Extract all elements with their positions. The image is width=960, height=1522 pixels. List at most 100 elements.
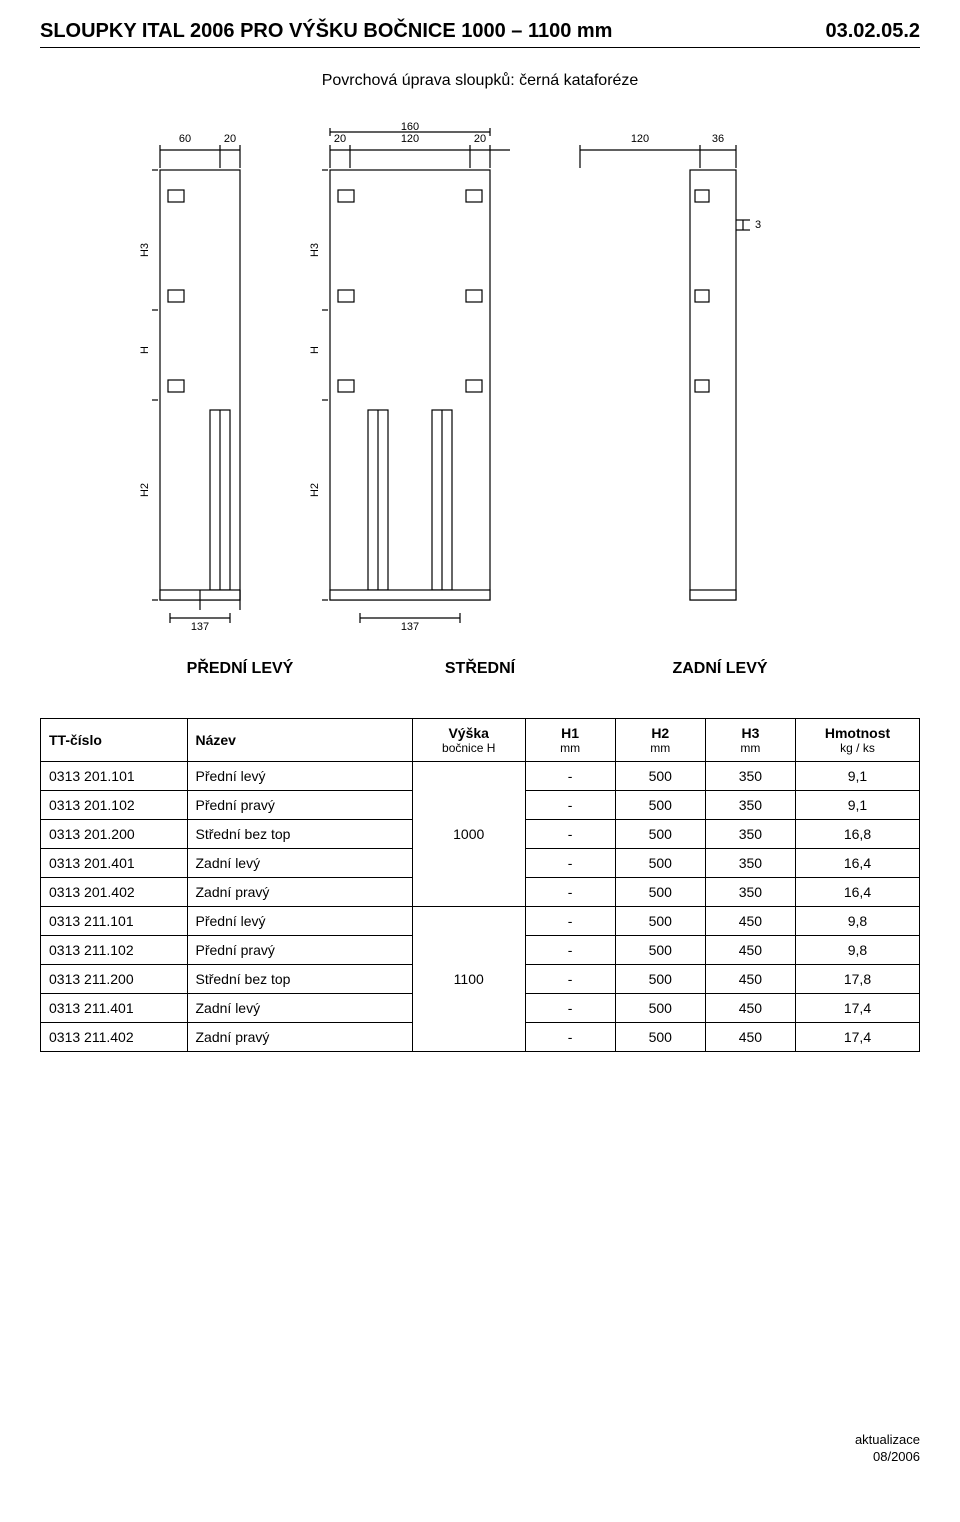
cell-h2: 500: [615, 965, 705, 994]
svg-text:36: 36: [712, 133, 724, 145]
subtitle: Povrchová úprava sloupků: černá kataforé…: [40, 72, 920, 90]
cell-h1: -: [525, 849, 615, 878]
svg-text:H: H: [309, 346, 321, 354]
cell-name: Zadní pravý: [187, 878, 412, 907]
header-rule: [40, 47, 920, 48]
th-h3: H3 mm: [705, 719, 795, 762]
label-front: PŘEDNÍ LEVÝ: [180, 660, 300, 678]
cell-name: Zadní pravý: [187, 1023, 412, 1052]
svg-text:137: 137: [401, 621, 419, 633]
cell-code: 0313 201.200: [41, 820, 188, 849]
cell-code: 0313 211.102: [41, 936, 188, 965]
svg-text:160: 160: [401, 121, 419, 133]
cell-h3: 450: [705, 1023, 795, 1052]
footer-line1: aktualizace: [40, 1432, 920, 1449]
cell-h2: 500: [615, 791, 705, 820]
cell-h1: -: [525, 1023, 615, 1052]
cell-code: 0313 201.401: [41, 849, 188, 878]
cell-wt: 16,4: [795, 878, 919, 907]
th-name: Název: [187, 719, 412, 762]
table-row: 0313 201.101Přední levý1000-5003509,1: [41, 762, 920, 791]
svg-text:120: 120: [401, 133, 419, 145]
page-header: SLOUPKY ITAL 2006 PRO VÝŠKU BOČNICE 1000…: [40, 20, 920, 43]
cell-code: 0313 201.101: [41, 762, 188, 791]
cell-h2: 500: [615, 994, 705, 1023]
cell-name: Přední pravý: [187, 791, 412, 820]
cell-name: Zadní levý: [187, 849, 412, 878]
cell-code: 0313 211.401: [41, 994, 188, 1023]
cell-name: Přední pravý: [187, 936, 412, 965]
cell-height: 1100: [412, 907, 525, 1052]
cell-h3: 350: [705, 791, 795, 820]
svg-text:3: 3: [755, 219, 761, 231]
cell-wt: 16,8: [795, 820, 919, 849]
cell-h1: -: [525, 994, 615, 1023]
cell-h1: -: [525, 791, 615, 820]
svg-text:120: 120: [631, 133, 649, 145]
cell-height: 1000: [412, 762, 525, 907]
svg-text:H2: H2: [139, 483, 151, 497]
cell-h3: 350: [705, 820, 795, 849]
cell-h2: 500: [615, 849, 705, 878]
page-title-right: 03.02.05.2: [825, 20, 920, 43]
cell-code: 0313 211.200: [41, 965, 188, 994]
cell-code: 0313 201.402: [41, 878, 188, 907]
cell-h3: 450: [705, 965, 795, 994]
page-title-left: SLOUPKY ITAL 2006 PRO VÝŠKU BOČNICE 1000…: [40, 20, 612, 43]
cell-h1: -: [525, 936, 615, 965]
cell-h1: -: [525, 820, 615, 849]
cell-h3: 450: [705, 936, 795, 965]
cell-wt: 17,4: [795, 1023, 919, 1052]
label-middle: STŘEDNÍ: [420, 660, 540, 678]
cell-name: Přední levý: [187, 907, 412, 936]
cell-wt: 9,1: [795, 762, 919, 791]
cell-h2: 500: [615, 878, 705, 907]
th-height: Výška bočnice H: [412, 719, 525, 762]
svg-text:137: 137: [191, 621, 209, 633]
cell-h2: 500: [615, 820, 705, 849]
th-h2: H2 mm: [615, 719, 705, 762]
cell-h1: -: [525, 762, 615, 791]
th-h1: H1 mm: [525, 719, 615, 762]
cell-wt: 16,4: [795, 849, 919, 878]
table-row: 0313 211.101Přední levý1100-5004509,8: [41, 907, 920, 936]
diagram-labels-row: PŘEDNÍ LEVÝ STŘEDNÍ ZADNÍ LEVÝ: [40, 660, 920, 678]
svg-text:20: 20: [224, 133, 236, 145]
th-code: TT-číslo: [41, 719, 188, 762]
cell-h1: -: [525, 907, 615, 936]
cell-wt: 9,8: [795, 907, 919, 936]
cell-h1: -: [525, 965, 615, 994]
svg-text:20: 20: [474, 133, 486, 145]
cell-h3: 350: [705, 878, 795, 907]
svg-text:60: 60: [179, 133, 191, 145]
svg-text:20: 20: [334, 133, 346, 145]
cell-h2: 500: [615, 936, 705, 965]
cell-h2: 500: [615, 907, 705, 936]
cell-wt: 17,8: [795, 965, 919, 994]
page-footer: aktualizace 08/2006: [40, 1432, 920, 1466]
footer-line2: 08/2006: [40, 1449, 920, 1466]
svg-text:H3: H3: [309, 243, 321, 257]
cell-h2: 500: [615, 1023, 705, 1052]
svg-text:H: H: [139, 346, 151, 354]
technical-drawing: 60 20 H3 H H2 137: [130, 120, 830, 640]
cell-h3: 450: [705, 907, 795, 936]
cell-code: 0313 211.402: [41, 1023, 188, 1052]
cell-name: Přední levý: [187, 762, 412, 791]
cell-code: 0313 201.102: [41, 791, 188, 820]
cell-name: Střední bez top: [187, 820, 412, 849]
svg-text:H2: H2: [309, 483, 321, 497]
cell-h3: 350: [705, 849, 795, 878]
cell-h2: 500: [615, 762, 705, 791]
diagram-area: 60 20 H3 H H2 137: [40, 120, 920, 640]
spec-table: TT-číslo Název Výška bočnice H H1 mm H2 …: [40, 718, 920, 1052]
cell-wt: 9,1: [795, 791, 919, 820]
cell-wt: 9,8: [795, 936, 919, 965]
cell-wt: 17,4: [795, 994, 919, 1023]
th-weight: Hmotnost kg / ks: [795, 719, 919, 762]
cell-h3: 450: [705, 994, 795, 1023]
cell-name: Zadní levý: [187, 994, 412, 1023]
cell-code: 0313 211.101: [41, 907, 188, 936]
label-rear: ZADNÍ LEVÝ: [660, 660, 780, 678]
svg-text:H3: H3: [139, 243, 151, 257]
